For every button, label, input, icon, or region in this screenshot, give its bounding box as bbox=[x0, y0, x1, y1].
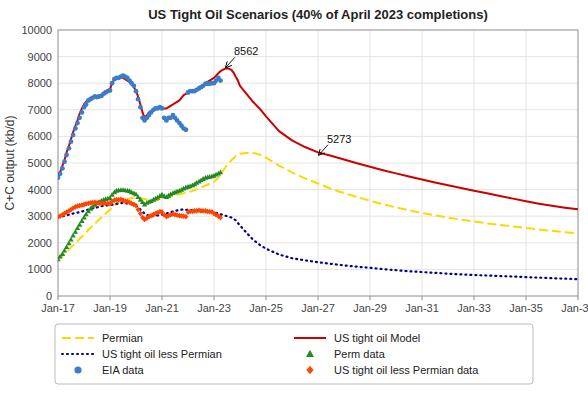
x-tick-label: Jan-25 bbox=[249, 302, 283, 314]
point bbox=[77, 115, 82, 120]
x-tick-label: Jan-37 bbox=[561, 302, 588, 314]
plot-data bbox=[58, 68, 578, 279]
x-tick bbox=[266, 296, 267, 300]
y-tick-label: 6000 bbox=[28, 130, 52, 142]
y-tick-label: 1000 bbox=[28, 263, 52, 275]
x-tick-label: Jan-29 bbox=[353, 302, 387, 314]
grid-line bbox=[214, 30, 215, 296]
point bbox=[69, 139, 74, 144]
x-tick-label: Jan-33 bbox=[457, 302, 491, 314]
point bbox=[67, 146, 72, 151]
y-tick-label: 4000 bbox=[28, 184, 52, 196]
annotation: 5273 bbox=[327, 133, 351, 145]
x-tick bbox=[526, 296, 527, 300]
y-tick-label: 5000 bbox=[28, 157, 52, 169]
legend-box bbox=[55, 324, 533, 384]
x-tick-label: Jan-21 bbox=[145, 302, 179, 314]
x-tick bbox=[422, 296, 423, 300]
chart: 0 1000 2000 3000 4000 5000 6000 7000 8000 9000 100… bbox=[0, 0, 588, 400]
point bbox=[64, 153, 69, 158]
point bbox=[134, 89, 139, 94]
legend-swatch bbox=[74, 366, 81, 373]
grid-line bbox=[110, 30, 111, 296]
y-tick-label: 0 bbox=[46, 290, 52, 302]
point bbox=[84, 102, 89, 107]
x-tick-label: Jan-19 bbox=[93, 302, 127, 314]
point bbox=[218, 78, 223, 83]
legend-swatch bbox=[306, 366, 313, 375]
line bbox=[58, 68, 578, 209]
x-tick-label: Jan-31 bbox=[405, 302, 439, 314]
grid-line bbox=[474, 30, 475, 296]
point bbox=[60, 166, 65, 171]
point bbox=[184, 127, 189, 132]
point bbox=[160, 106, 165, 111]
legend-swatch bbox=[306, 350, 314, 357]
legend-label: US tight oil Model bbox=[334, 332, 420, 344]
annotation: 8562 bbox=[234, 45, 258, 57]
y-tick-label: 7000 bbox=[28, 104, 52, 116]
legend: Permian US tight oil Model US tight oil le… bbox=[55, 324, 533, 384]
scatter-series bbox=[58, 197, 223, 223]
point bbox=[136, 97, 141, 102]
line bbox=[58, 203, 578, 279]
legend-label: EIA data bbox=[102, 364, 144, 376]
y-tick-label: 8000 bbox=[28, 77, 52, 89]
scatter-series bbox=[58, 73, 223, 180]
grid-line bbox=[318, 30, 319, 296]
x-tick bbox=[214, 296, 215, 300]
point bbox=[71, 133, 76, 138]
y-tick-label: 3000 bbox=[28, 210, 52, 222]
point bbox=[218, 169, 223, 174]
point bbox=[110, 81, 115, 86]
annotation-arrow bbox=[226, 57, 235, 67]
legend-label: US tight oil less Permian bbox=[102, 348, 222, 360]
x-tick-label: Jan-35 bbox=[509, 302, 543, 314]
title: US Tight Oil Scenarios (40% of April 202… bbox=[148, 7, 488, 22]
x-tick-label: Jan-17 bbox=[41, 302, 75, 314]
point bbox=[184, 214, 189, 220]
point bbox=[108, 88, 113, 93]
annotations: 8562 5273 bbox=[226, 45, 352, 154]
grid-line bbox=[162, 30, 163, 296]
point bbox=[218, 215, 223, 221]
legend-swatch bbox=[294, 337, 326, 339]
grid-line bbox=[370, 30, 371, 296]
y-tick-label: 10000 bbox=[21, 24, 52, 36]
x-tick-label: Jan-27 bbox=[301, 302, 335, 314]
x-tick bbox=[578, 296, 579, 300]
grid bbox=[58, 30, 578, 296]
grid-line bbox=[266, 30, 267, 296]
point bbox=[75, 121, 80, 126]
x-tick bbox=[58, 296, 59, 300]
y-axis-label: C+C output (kb/d) bbox=[3, 115, 17, 210]
legend-label: Perm data bbox=[334, 348, 386, 360]
x-tick bbox=[162, 296, 163, 300]
y-tick-label: 2000 bbox=[28, 237, 52, 249]
legend-label: Permian bbox=[102, 332, 143, 344]
y-tick-label: 9000 bbox=[28, 51, 52, 63]
plot-frame bbox=[58, 30, 578, 296]
x-tick bbox=[110, 296, 111, 300]
x-tick bbox=[318, 296, 319, 300]
x-tick-label: Jan-23 bbox=[197, 302, 231, 314]
axes: 0 1000 2000 3000 4000 5000 6000 7000 8000 9000 100… bbox=[21, 24, 588, 314]
x-tick bbox=[474, 296, 475, 300]
scatter-series bbox=[58, 169, 223, 261]
point bbox=[80, 110, 85, 115]
point bbox=[132, 83, 137, 88]
point bbox=[58, 171, 62, 176]
legend-label: US tight oil less Permian data bbox=[334, 364, 479, 376]
legend-swatch bbox=[62, 337, 94, 339]
point bbox=[138, 105, 143, 110]
grid-line bbox=[526, 30, 527, 296]
line bbox=[58, 153, 578, 259]
point bbox=[62, 159, 67, 164]
grid-line bbox=[422, 30, 423, 296]
x-tick bbox=[370, 296, 371, 300]
background bbox=[0, 0, 588, 400]
legend-swatch bbox=[62, 353, 94, 355]
point bbox=[73, 126, 78, 131]
annotation-arrow bbox=[319, 145, 328, 155]
